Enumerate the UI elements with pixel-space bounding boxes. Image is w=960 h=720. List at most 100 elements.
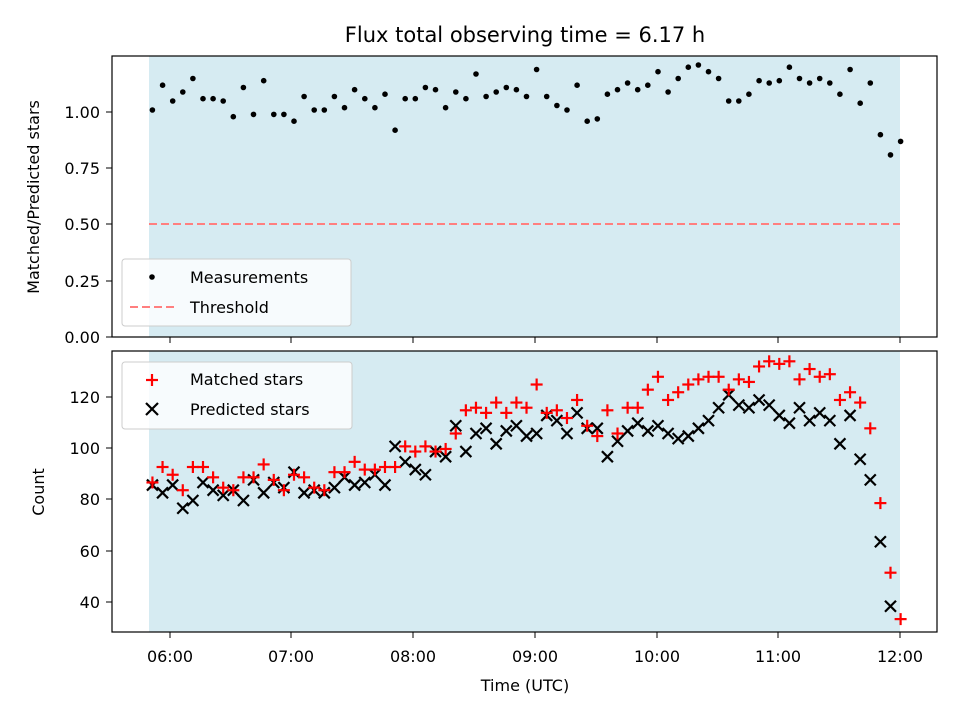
matched-star-point	[247, 471, 260, 484]
predicted-star-point	[631, 416, 645, 430]
matched-star-point	[298, 471, 311, 484]
matched-star-point	[611, 427, 624, 440]
predicted-star-point	[439, 450, 452, 463]
predicted-star-point	[682, 429, 695, 443]
matched-star-point	[783, 355, 796, 368]
predicted-star-point	[237, 494, 250, 507]
predicted-star-point	[570, 406, 584, 420]
bottom-ytick-label: 100	[69, 439, 100, 458]
matched-star-point	[550, 404, 563, 417]
bottom-y-axis-label: Count	[29, 468, 48, 516]
measurement-point	[473, 71, 479, 77]
measurement-point	[372, 104, 378, 111]
measurement-point	[725, 98, 732, 104]
matched-star-point	[378, 461, 391, 474]
matched-star-point	[864, 422, 877, 435]
predicted-star-point	[803, 414, 816, 427]
measurement-point	[675, 75, 681, 82]
measurement-point	[857, 100, 863, 106]
measurement-point	[169, 98, 176, 104]
matched-star-point	[601, 404, 614, 417]
measurement-point	[422, 84, 429, 91]
matched-star-point	[449, 427, 462, 440]
measurement-point	[665, 89, 671, 95]
predicted-star-point	[398, 455, 412, 469]
matched-star-point	[480, 406, 493, 419]
matched-star-point	[874, 497, 887, 510]
matched-star-point	[328, 466, 341, 479]
matched-star-point	[662, 393, 675, 406]
predicted-star-point	[742, 401, 756, 414]
matched-star-point	[894, 613, 907, 626]
x-axis-label: Time (UTC)	[480, 676, 569, 695]
predicted-star-point	[773, 409, 786, 422]
legend-label-threshold: Threshold	[189, 298, 269, 317]
predicted-star-point	[702, 414, 715, 427]
matched-star-point	[773, 357, 786, 370]
matched-star-point	[348, 455, 361, 468]
predicted-star-point	[409, 463, 422, 476]
matched-star-point	[823, 368, 836, 381]
matched-star-point	[702, 370, 715, 383]
predicted-star-point	[783, 416, 796, 430]
predicted-star-point	[176, 501, 190, 515]
matched-star-point	[641, 383, 654, 396]
matched-star-point	[439, 442, 452, 455]
predicted-star-point	[489, 437, 503, 451]
matched-star-point	[712, 370, 725, 383]
matched-star-point	[540, 406, 553, 419]
measurement-point	[614, 86, 621, 93]
matched-star-point	[429, 445, 442, 458]
predicted-star-point	[257, 486, 270, 500]
predicted-star-point	[156, 486, 169, 500]
xtick-label: 08:00	[390, 647, 436, 666]
predicted-star-point	[813, 406, 826, 420]
predicted-star-point	[206, 483, 220, 497]
top-x-ticks	[169, 337, 901, 343]
xtick-label: 09:00	[512, 647, 558, 666]
measurement-point	[584, 118, 590, 124]
matched-star-point	[419, 440, 432, 453]
measurement-point	[806, 80, 813, 86]
measurement-point	[655, 68, 661, 75]
predicted-star-point	[186, 494, 200, 507]
measurement-point	[240, 84, 247, 91]
matched-star-point	[692, 373, 705, 386]
measurement-point	[149, 107, 156, 113]
measurements-legend-marker	[149, 274, 155, 280]
predicted-star-point	[348, 478, 361, 492]
measurement-point	[463, 95, 469, 102]
matched-star-point	[146, 476, 159, 489]
matched-star-point	[621, 401, 634, 414]
predicted-star-point	[732, 398, 746, 412]
matched-star-point	[308, 481, 321, 494]
matched-star-point	[196, 461, 209, 474]
measurement-point	[250, 111, 257, 118]
measurement-point	[796, 75, 803, 82]
matched-star-point	[409, 445, 422, 458]
measurement-point	[564, 107, 570, 113]
matched-star-point	[732, 373, 745, 386]
matched-star-point	[510, 396, 523, 409]
predicted-star-point	[196, 476, 210, 489]
xtick-label: 07:00	[268, 647, 314, 666]
predicted-star-point	[762, 398, 776, 412]
predicted-star-point	[671, 432, 685, 445]
measurement-point	[190, 75, 196, 82]
measurement-point	[543, 93, 550, 100]
predicted-star-point	[469, 427, 483, 440]
top-ytick-label: 0.75	[64, 159, 100, 178]
matched-star-point	[186, 461, 199, 474]
measurement-point	[827, 80, 833, 86]
matched-star-point	[803, 363, 816, 376]
bottom-x-ticks: 06:00 07:00 08:00 09:00 10:00 11:00 12:0…	[147, 632, 923, 666]
measurement-point	[634, 86, 641, 93]
measurement-point	[271, 111, 277, 118]
measurement-point	[877, 131, 884, 138]
top-panel: 0.00 0.25 0.50 0.75 1.00 Matched/Predict…	[24, 55, 938, 347]
predicted-star-point	[510, 419, 523, 433]
predicted-star-point	[378, 478, 392, 492]
matched-star-point	[156, 461, 169, 474]
measurement-point	[736, 98, 742, 104]
measurement-point	[786, 64, 793, 70]
